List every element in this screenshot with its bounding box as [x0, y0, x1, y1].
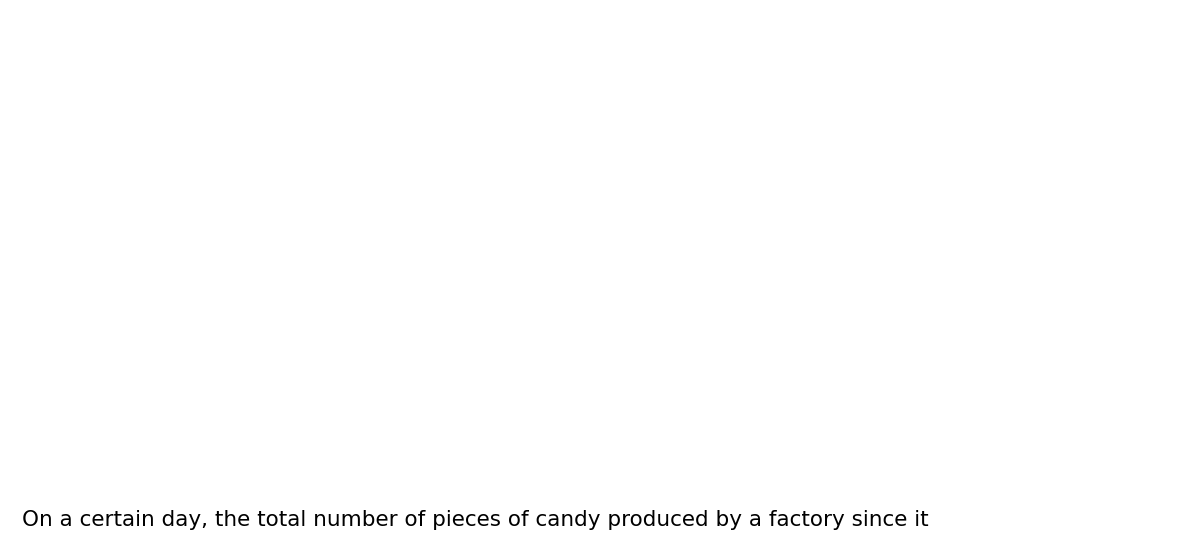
Text: On a certain day, the total number of pieces of candy produced by a factory sinc: On a certain day, the total number of pi…: [22, 510, 929, 530]
